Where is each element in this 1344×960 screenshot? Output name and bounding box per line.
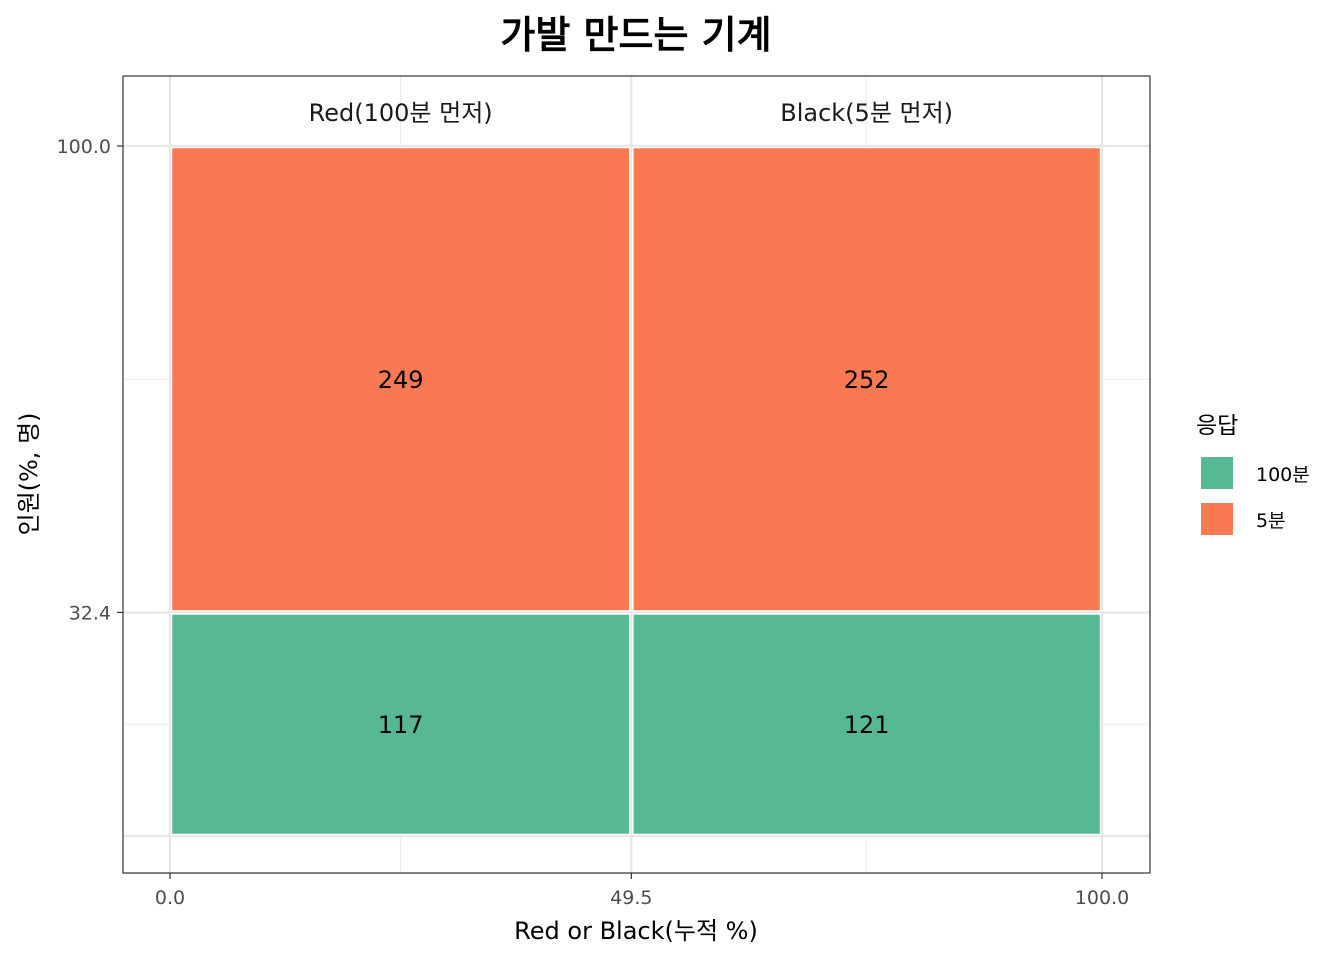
x-axis-title: Red or Black(누적 %) <box>514 917 758 945</box>
cell-count-label: 121 <box>844 711 890 739</box>
y-tick-label: 32.4 <box>69 602 111 624</box>
legend-label: 100분 <box>1256 464 1310 486</box>
column-strip-label: Red(100분 먼저) <box>309 99 493 127</box>
cell-count-label: 117 <box>378 711 424 739</box>
mosaic-cell-0-1 <box>170 146 631 612</box>
mosaic-cell-1-1 <box>632 146 1102 612</box>
legend: 응답 100분 5분 <box>1196 413 1310 535</box>
column-strip-label: Black(5분 먼저) <box>780 99 953 127</box>
panel-border <box>122 75 1151 874</box>
mosaic-cell-0-0 <box>170 613 631 836</box>
x-tick-label: 0.0 <box>155 887 185 909</box>
x-tick-label: 100.0 <box>1075 887 1129 909</box>
cell-count-label: 252 <box>844 366 890 394</box>
legend-swatch <box>1201 457 1233 489</box>
axes: 0.0 49.5 100.0 32.4 100.0 <box>57 136 1130 909</box>
y-tick-label: 100.0 <box>57 136 111 158</box>
legend-label: 5분 <box>1256 510 1286 532</box>
y-axis-title: 인원(%, 명) <box>15 412 43 535</box>
legend-title: 응답 <box>1196 413 1238 439</box>
mosaic-cells: 117 249 121 252 <box>170 146 1102 836</box>
cell-count-label: 249 <box>378 366 424 394</box>
chart-title: 가발 만드는 기계 <box>500 13 771 57</box>
strip-labels: Red(100분 먼저) Black(5분 먼저) <box>309 99 953 127</box>
legend-swatch <box>1201 503 1233 535</box>
x-tick-label: 49.5 <box>610 887 652 909</box>
mosaic-cell-1-0 <box>632 613 1102 836</box>
